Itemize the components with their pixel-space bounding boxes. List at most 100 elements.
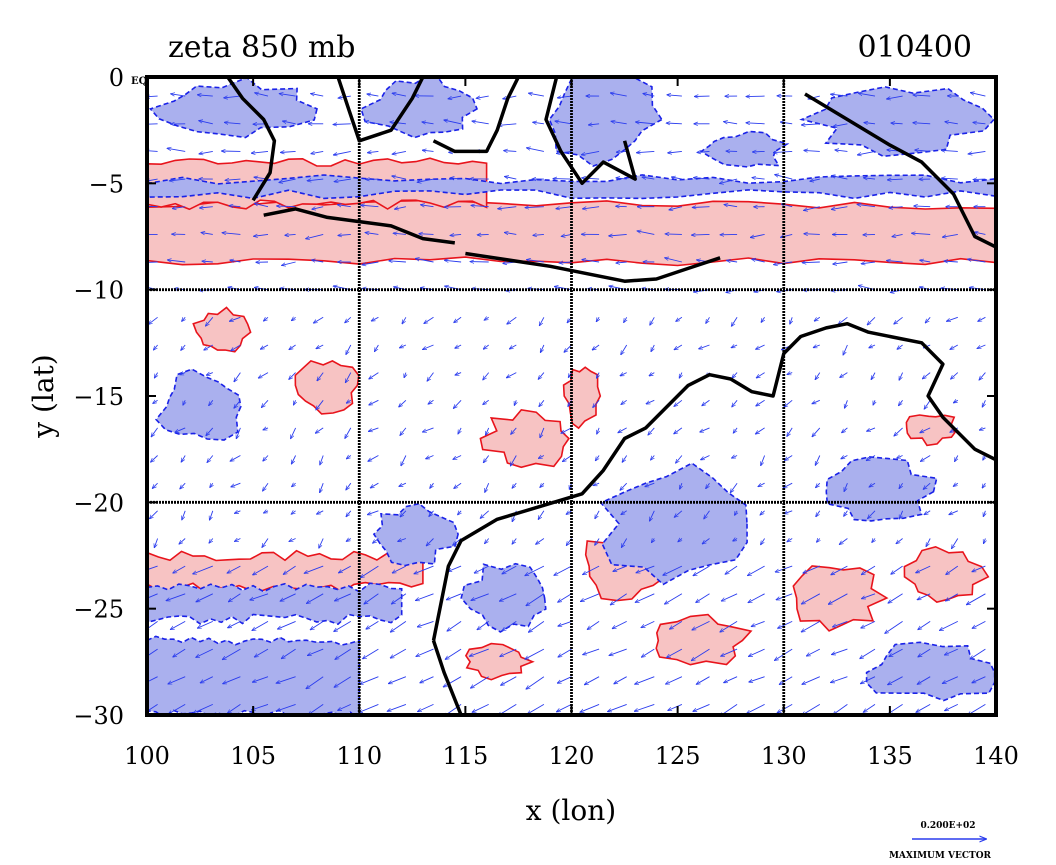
wind-vector xyxy=(399,482,407,486)
wind-vector xyxy=(787,427,793,437)
wind-vector xyxy=(483,344,489,349)
wind-vector xyxy=(832,648,848,655)
wind-vector xyxy=(812,427,821,437)
wind-vector xyxy=(480,510,489,519)
wind-vector xyxy=(637,151,655,152)
coastline-cape-york xyxy=(994,449,996,460)
wind-vector xyxy=(483,372,490,380)
wind-vector xyxy=(920,427,931,433)
wind-vector xyxy=(751,620,765,626)
wind-vector xyxy=(316,344,324,349)
wind-vector xyxy=(338,234,351,235)
wind-vector xyxy=(539,400,545,406)
wind-vector xyxy=(485,483,490,492)
wind-vector xyxy=(337,205,351,207)
wind-vector xyxy=(761,317,765,322)
wind-vector xyxy=(899,482,903,488)
wind-vector xyxy=(429,510,434,517)
wind-vector xyxy=(758,482,765,486)
negative-vorticity-contour xyxy=(825,456,938,522)
wind-vector xyxy=(279,94,296,97)
wind-vector xyxy=(263,428,269,430)
x-tick-label: 110 xyxy=(336,742,382,770)
wind-vector xyxy=(368,427,379,432)
x-tick-label: 100 xyxy=(124,742,170,770)
wind-vector xyxy=(289,539,296,542)
wind-vector xyxy=(193,703,213,713)
wind-vector xyxy=(732,456,738,459)
wind-vector xyxy=(725,565,738,574)
wind-vector xyxy=(873,400,875,405)
wind-vector xyxy=(148,316,158,324)
wind-vector xyxy=(263,482,269,491)
wind-vector xyxy=(458,510,462,515)
x-axis-label: x (lon) xyxy=(526,794,616,827)
wind-vector xyxy=(558,593,572,602)
wind-vector xyxy=(334,676,352,688)
y-tick-label: −25 xyxy=(73,596,124,624)
wind-vector xyxy=(867,316,876,325)
wind-vector xyxy=(166,593,186,601)
wind-vector xyxy=(724,676,738,683)
wind-vector xyxy=(651,344,655,352)
wind-vector xyxy=(428,399,434,404)
positive-vorticity-contour xyxy=(792,565,889,632)
wind-vector xyxy=(730,482,738,493)
wind-vector xyxy=(839,538,848,545)
wind-vector xyxy=(609,286,627,291)
wind-vector xyxy=(472,121,489,125)
wind-vector xyxy=(373,538,379,544)
wind-vector xyxy=(152,482,158,488)
wind-vector xyxy=(304,565,324,573)
wind-vector xyxy=(831,565,848,575)
wind-vector xyxy=(804,150,820,151)
wind-vector xyxy=(665,593,683,604)
wind-vector xyxy=(984,538,986,544)
y-axis-label: y (lat) xyxy=(27,354,60,438)
wind-vector xyxy=(422,150,434,151)
wind-vector xyxy=(802,262,820,263)
wind-vector xyxy=(637,231,655,235)
wind-vector xyxy=(787,539,793,542)
wind-vector xyxy=(253,565,269,575)
wind-vector xyxy=(894,316,903,324)
wind-vector xyxy=(365,121,379,125)
wind-vector xyxy=(968,150,986,154)
positive-vorticity-contour xyxy=(294,359,360,415)
coastline-lesser-sunda xyxy=(465,251,721,283)
wind-vector xyxy=(231,344,241,351)
wind-vector xyxy=(307,179,324,181)
y-tick-label: 0 xyxy=(109,64,124,92)
x-tick-label: 125 xyxy=(655,742,701,770)
wind-vector xyxy=(153,400,158,403)
positive-vorticity-contour xyxy=(464,642,535,681)
wind-vector xyxy=(235,511,241,514)
wind-vector xyxy=(200,207,213,208)
wind-vector xyxy=(335,648,352,659)
wind-vector xyxy=(458,427,461,434)
wind-vector xyxy=(815,372,821,380)
negative-vorticity-contour xyxy=(699,130,790,168)
wind-vector xyxy=(861,262,876,264)
wind-vector xyxy=(790,317,792,324)
wind-vector xyxy=(540,344,545,353)
wind-vector xyxy=(227,704,241,713)
wind-vector xyxy=(346,456,352,459)
y-tick-label: −5 xyxy=(89,170,124,198)
wind-vector xyxy=(311,94,324,97)
wind-vector xyxy=(540,482,545,487)
wind-vector xyxy=(228,593,241,602)
wind-vector xyxy=(502,621,517,630)
negative-vorticity-contour xyxy=(372,502,459,567)
wind-vector xyxy=(801,124,820,125)
wind-vector xyxy=(430,482,434,488)
wind-vector xyxy=(154,538,159,548)
wind-vector xyxy=(676,455,683,464)
wind-vector xyxy=(643,94,655,97)
wind-vector xyxy=(294,400,296,405)
wind-vector xyxy=(201,233,213,235)
wind-vector xyxy=(167,148,186,152)
wind-vector xyxy=(389,261,406,262)
wind-vector xyxy=(224,122,241,123)
wind-vector xyxy=(620,373,627,376)
